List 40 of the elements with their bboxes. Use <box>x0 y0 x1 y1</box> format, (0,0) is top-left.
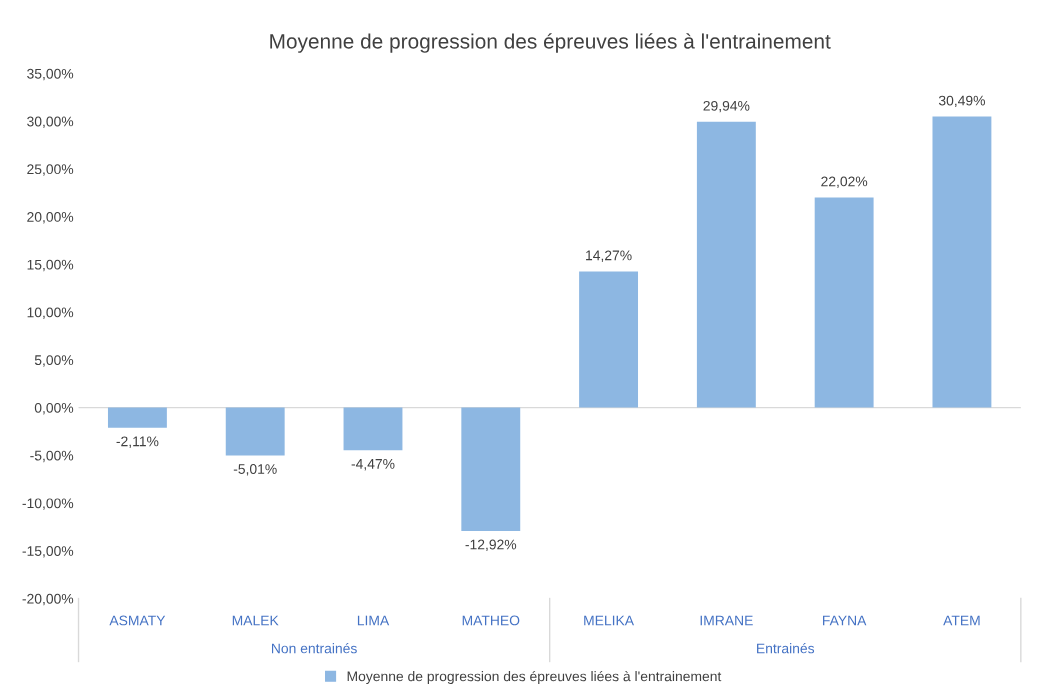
y-tick-label: -20,00% <box>22 593 74 606</box>
y-tick-label: 5,00% <box>34 355 74 367</box>
data-label: 22,02% <box>821 176 868 188</box>
x-tick-label: ASMATY <box>109 615 166 626</box>
x-tick-label: MATHEO <box>462 615 520 626</box>
y-tick-label: 10,00% <box>27 307 74 319</box>
bar <box>932 116 992 408</box>
text: Entrainés <box>757 642 815 654</box>
bar <box>579 271 639 408</box>
y-tick-label: 30,00% <box>27 116 74 129</box>
data-label: -4,47% <box>351 459 395 471</box>
bar <box>461 407 521 531</box>
bar <box>343 407 403 451</box>
legend-label: Moyenne de progression des épreuves liées à l'entrainement <box>347 670 722 684</box>
y-tick-label: 0,00% <box>34 402 74 415</box>
bar <box>696 121 756 408</box>
data-label: -5,01% <box>233 464 277 476</box>
data-label: 14,27% <box>586 250 632 262</box>
x-tick-label: MELIKA <box>584 615 635 626</box>
data-label: -2,11% <box>116 436 159 448</box>
x-tick-label: LIMA <box>357 615 390 626</box>
text: Non entrainés <box>272 642 357 654</box>
y-tick-label: -15,00% <box>22 546 74 558</box>
chart-title: Moyenne de progression des épreuves liées à l'entrainement <box>270 33 831 53</box>
y-tick-label: 15,00% <box>27 259 74 272</box>
x-tick-label: MALEK <box>232 615 279 626</box>
y-tick-label: 25,00% <box>27 164 74 176</box>
y-tick-label: -5,00% <box>30 450 74 463</box>
data-label: 29,94% <box>703 100 750 113</box>
bar <box>107 407 167 428</box>
y-tick-label: 20,00% <box>27 212 74 224</box>
x-tick-label: FAYNA <box>823 615 867 626</box>
bar <box>814 197 874 408</box>
y-tick-label: 35,00% <box>27 68 74 81</box>
bar <box>225 407 285 456</box>
data-label: 30,49% <box>938 95 985 108</box>
y-tick-label: -10,00% <box>22 498 74 510</box>
x-tick-label: ATEM <box>943 615 980 626</box>
x-tick-label: IMRANE <box>700 615 753 626</box>
data-label: -12,92% <box>465 539 517 552</box>
